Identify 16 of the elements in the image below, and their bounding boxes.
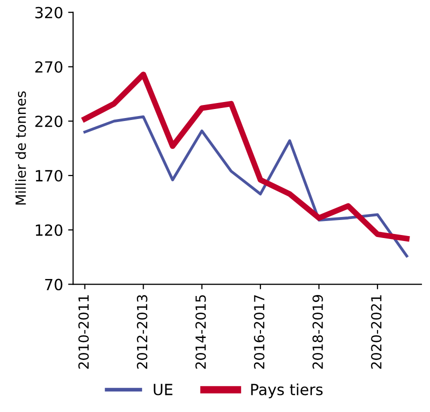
y-tick-label: 270 [35, 61, 62, 73]
x-tick-label: 2010-2011 [78, 295, 89, 369]
y-tick-label: 120 [36, 224, 62, 236]
y-tick-label: 170 [36, 170, 62, 182]
x-tick-label: 2012-2013 [136, 295, 148, 369]
x-tick-label: 2016-2017 [254, 295, 264, 369]
x-tick-label: 2014-2015 [195, 295, 206, 369]
line-series [83, 115, 408, 258]
legend-label: UE [154, 384, 172, 396]
y-axis-title: Millier de tonnes [15, 91, 26, 205]
legend-label: Pays tiers [251, 383, 323, 398]
x-tick-label: 2018-2019 [312, 294, 323, 369]
y-tick-label: 220 [35, 116, 62, 128]
y-tick-label: 70 [45, 278, 62, 290]
x-tick-label: 2020-2021 [371, 295, 382, 369]
y-tick-label: 320 [35, 6, 62, 18]
